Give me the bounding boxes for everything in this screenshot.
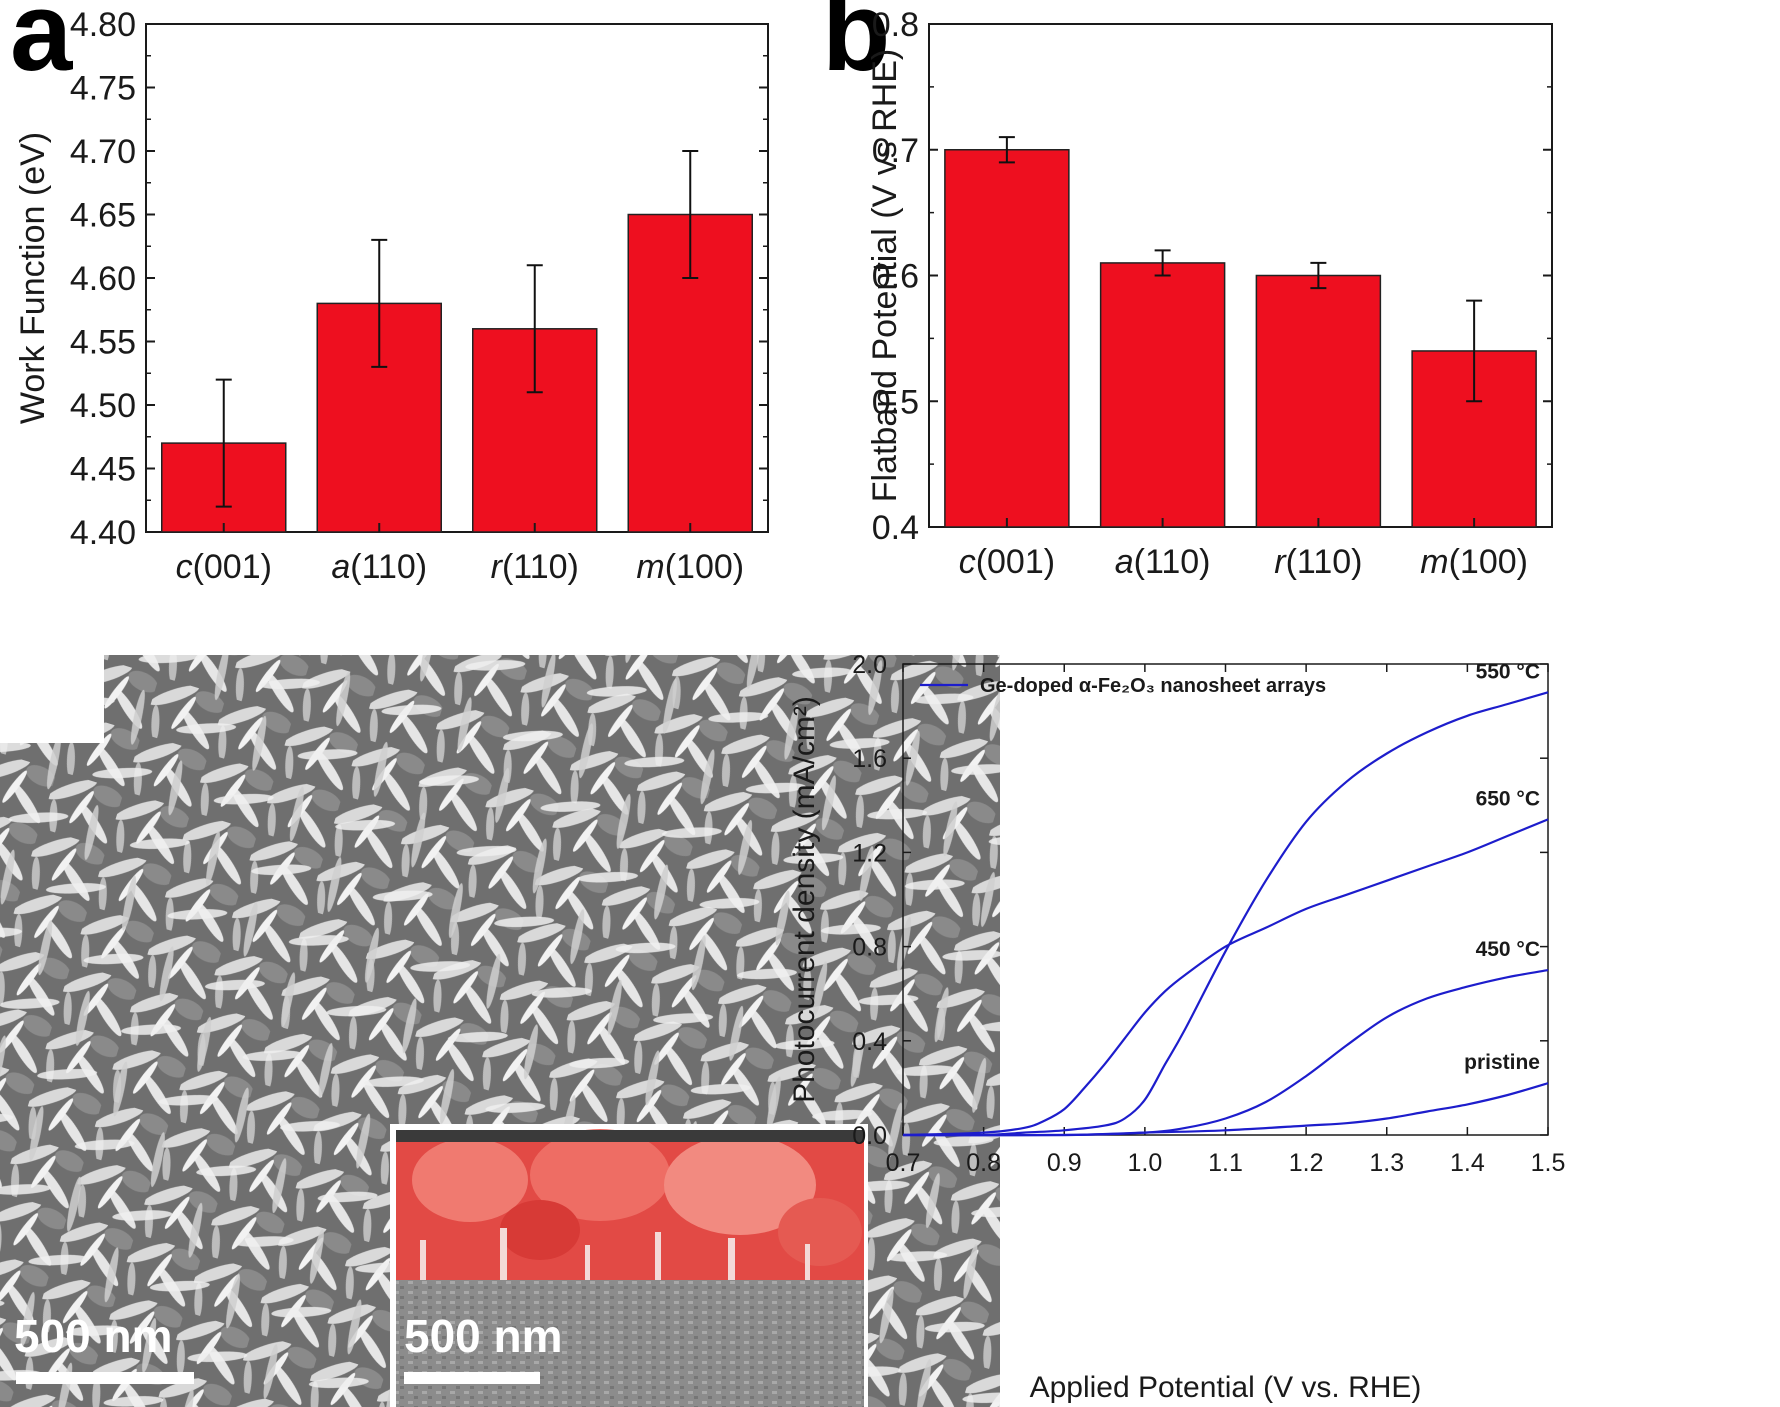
y-tick-label: 4.80 — [70, 6, 136, 44]
y-tick-label: 4.55 — [70, 324, 136, 362]
x-tick-label: r(110) — [1274, 543, 1362, 581]
x-tick-label: m(100) — [1420, 543, 1528, 581]
y-tick-label: 0.6 — [872, 258, 919, 296]
legend-label: Ge-doped α-Fe₂O₃ nanosheet arrays — [980, 675, 1326, 697]
x-tick-label-prefix: c — [176, 548, 193, 586]
bar — [1099, 262, 1226, 528]
x-tick-label-suffix: (100) — [1449, 543, 1528, 581]
y-tick-label: 4.50 — [70, 387, 136, 425]
y-tick-label: 4.40 — [70, 514, 136, 552]
y-tick-label: 4.45 — [70, 451, 136, 489]
x-tick-label: m(100) — [636, 548, 744, 586]
y-tick-label: 0.8 — [872, 6, 919, 44]
y-tick-label: 4.65 — [70, 197, 136, 235]
y-tick-label: 2.0 — [852, 651, 887, 679]
panel-letter-b: b — [822, 0, 890, 94]
series-label: 450 °C — [1476, 938, 1540, 961]
x-tick-label: 1.5 — [1531, 1149, 1566, 1177]
y-tick-label: 0.0 — [852, 1122, 887, 1150]
y-tick-label: 4.75 — [70, 70, 136, 108]
y-tick-label: 4.70 — [70, 133, 136, 171]
x-tick-label: c(001) — [176, 548, 272, 586]
y-axis-label: Flatband Potential (V vs RHE) — [866, 49, 904, 503]
series-line — [902, 1082, 1549, 1137]
sem-cross-section-inset — [396, 1129, 864, 1407]
y-tick-label: 0.7 — [872, 132, 919, 170]
series-label: 650 °C — [1476, 787, 1540, 810]
x-tick-label: 1.4 — [1450, 1149, 1485, 1177]
x-tick-label: a(110) — [1115, 543, 1211, 581]
x-tick-label-prefix: a — [331, 548, 350, 586]
x-tick-label-prefix: r — [1274, 543, 1287, 581]
series-label: pristine — [1464, 1051, 1540, 1074]
y-axis-label: Work Function (eV) — [14, 132, 52, 424]
main-scale-label: 500 nm — [14, 1310, 173, 1362]
x-tick-label-prefix: a — [1115, 543, 1134, 581]
chart-work-function: 4.40 4.45 4.50 4.55 4.60 4.65 4.70 4.75 4.80 c(00… — [14, 6, 769, 586]
x-tick-label-suffix: (100) — [665, 548, 744, 586]
x-tick-label-suffix: (001) — [976, 543, 1055, 581]
bar — [944, 149, 1070, 528]
series-label: 550 °C — [1476, 660, 1540, 683]
inset-scale-bar — [404, 1372, 540, 1384]
x-tick-label-suffix: (110) — [350, 548, 427, 586]
x-axis-label: Applied Potential (V vs. RHE) — [1030, 1371, 1422, 1404]
y-axis-label: Photocurrent density (mA/cm²) — [788, 696, 821, 1103]
x-tick-label: 1.3 — [1369, 1149, 1404, 1177]
series-line — [902, 691, 1549, 1137]
y-tick-label: 0.5 — [872, 383, 919, 421]
x-tick-label-prefix: m — [1420, 543, 1448, 581]
inset-scale-label: 500 nm — [404, 1310, 563, 1362]
y-tick-label: 0.8 — [852, 934, 887, 962]
main-scale-bar — [16, 1372, 194, 1384]
x-tick-label: 1.0 — [1127, 1149, 1162, 1177]
x-tick-label: r(110) — [491, 548, 579, 586]
bar — [1255, 274, 1382, 528]
x-tick-label: 0.7 — [886, 1149, 921, 1177]
x-tick-label: c(001) — [959, 543, 1055, 581]
x-tick-label: 1.1 — [1208, 1149, 1243, 1177]
x-tick-label: 0.8 — [966, 1149, 1001, 1177]
y-tick-label: 1.6 — [852, 745, 887, 773]
y-tick-label: 1.2 — [852, 839, 887, 867]
x-tick-label-prefix: c — [959, 543, 976, 581]
x-tick-label-prefix: m — [636, 548, 664, 586]
sem-micrograph: 500 nm 500 nm — [0, 655, 1000, 1407]
x-tick-label-suffix: (110) — [502, 548, 579, 586]
y-tick-label: 0.4 — [852, 1028, 887, 1056]
y-tick-label: 0.4 — [872, 509, 919, 547]
x-tick-label-suffix: (110) — [1134, 543, 1211, 581]
x-tick-label: 1.2 — [1289, 1149, 1324, 1177]
x-tick-label-prefix: r — [491, 548, 504, 586]
panel-letter-a: a — [10, 0, 73, 94]
series-line — [902, 818, 1549, 1137]
x-tick-label-suffix: (110) — [1286, 543, 1363, 581]
x-tick-label: a(110) — [331, 548, 427, 586]
x-tick-label-suffix: (001) — [193, 548, 272, 586]
chart-flatband-potential: 0.40.50.60.70.8c(001) a(110) r(110) m(100)F… — [866, 6, 1553, 581]
chart-photocurrent: 0.7 0.8 0.9 1.0 1.1 1.2 1.3 1.4 1.5 0.0 0.4 0.8 1.2 1… — [788, 651, 1565, 1404]
y-tick-label: 4.60 — [70, 260, 136, 298]
x-tick-label: 0.9 — [1047, 1149, 1082, 1177]
